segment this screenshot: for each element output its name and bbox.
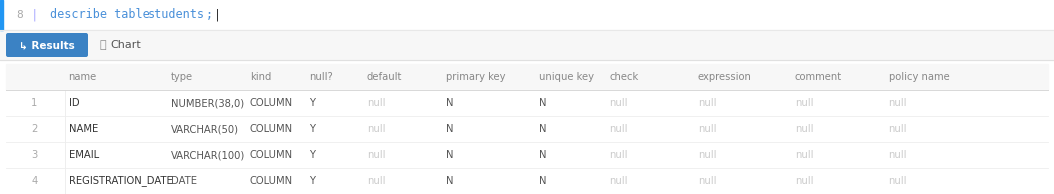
- Text: null: null: [889, 124, 907, 134]
- Text: Y: Y: [309, 124, 315, 134]
- Text: null: null: [367, 150, 386, 160]
- Text: ID: ID: [69, 98, 79, 108]
- Text: null: null: [698, 124, 717, 134]
- Text: null: null: [889, 176, 907, 186]
- Text: N: N: [446, 98, 453, 108]
- Text: null: null: [889, 150, 907, 160]
- Text: COLUMN: COLUMN: [250, 176, 293, 186]
- Text: describe table: describe table: [50, 9, 157, 22]
- Bar: [6, 64, 1048, 90]
- Text: null: null: [609, 150, 628, 160]
- Text: default: default: [367, 72, 403, 82]
- Text: null: null: [609, 176, 628, 186]
- Text: check: check: [609, 72, 639, 82]
- Text: type: type: [171, 72, 193, 82]
- Text: Chart: Chart: [110, 40, 141, 50]
- Text: 2: 2: [32, 124, 38, 134]
- Text: null: null: [609, 124, 628, 134]
- Bar: [6, 116, 1048, 142]
- Text: null: null: [609, 98, 628, 108]
- Text: Y: Y: [309, 98, 315, 108]
- Bar: [6, 90, 1048, 116]
- Text: null: null: [795, 98, 814, 108]
- Text: N: N: [539, 124, 546, 134]
- Bar: [6, 168, 1048, 194]
- Text: primary key: primary key: [446, 72, 505, 82]
- Text: null: null: [367, 176, 386, 186]
- Text: VARCHAR(50): VARCHAR(50): [171, 124, 239, 134]
- Text: 4: 4: [32, 176, 38, 186]
- Text: N: N: [539, 98, 546, 108]
- Text: null: null: [795, 124, 814, 134]
- Text: ⫽: ⫽: [100, 40, 106, 50]
- Bar: [0, 30, 1054, 60]
- Text: EMAIL: EMAIL: [69, 150, 99, 160]
- Text: comment: comment: [795, 72, 842, 82]
- Text: Y: Y: [309, 150, 315, 160]
- Text: null: null: [367, 98, 386, 108]
- Text: students: students: [148, 9, 204, 22]
- Text: 1: 1: [32, 98, 38, 108]
- Text: null: null: [698, 98, 717, 108]
- Text: null: null: [795, 150, 814, 160]
- Text: COLUMN: COLUMN: [250, 150, 293, 160]
- Text: policy name: policy name: [889, 72, 950, 82]
- Text: null: null: [698, 176, 717, 186]
- Text: unique key: unique key: [539, 72, 593, 82]
- Text: 8: 8: [17, 10, 23, 20]
- Text: COLUMN: COLUMN: [250, 98, 293, 108]
- Text: 3: 3: [32, 150, 38, 160]
- Text: N: N: [446, 176, 453, 186]
- Text: name: name: [69, 72, 97, 82]
- Text: null?: null?: [309, 72, 333, 82]
- FancyBboxPatch shape: [6, 33, 87, 57]
- Text: N: N: [539, 150, 546, 160]
- Bar: [6, 64, 1048, 194]
- Text: N: N: [446, 150, 453, 160]
- Text: NAME: NAME: [69, 124, 98, 134]
- Text: ;: ;: [206, 9, 213, 22]
- Text: ↳ Results: ↳ Results: [19, 40, 75, 50]
- Text: null: null: [889, 98, 907, 108]
- Text: VARCHAR(100): VARCHAR(100): [171, 150, 245, 160]
- Bar: [0, 0, 3, 30]
- Text: N: N: [446, 124, 453, 134]
- Text: N: N: [539, 176, 546, 186]
- Text: REGISTRATION_DATE: REGISTRATION_DATE: [69, 176, 172, 186]
- Text: null: null: [367, 124, 386, 134]
- Text: Y: Y: [309, 176, 315, 186]
- Text: NUMBER(38,0): NUMBER(38,0): [171, 98, 243, 108]
- Bar: [0, 0, 1054, 30]
- Text: COLUMN: COLUMN: [250, 124, 293, 134]
- Text: null: null: [795, 176, 814, 186]
- Text: null: null: [698, 150, 717, 160]
- Text: |: |: [214, 9, 221, 22]
- Text: expression: expression: [698, 72, 752, 82]
- Text: DATE: DATE: [171, 176, 197, 186]
- Text: kind: kind: [250, 72, 271, 82]
- Bar: [6, 142, 1048, 168]
- Text: |: |: [31, 9, 38, 22]
